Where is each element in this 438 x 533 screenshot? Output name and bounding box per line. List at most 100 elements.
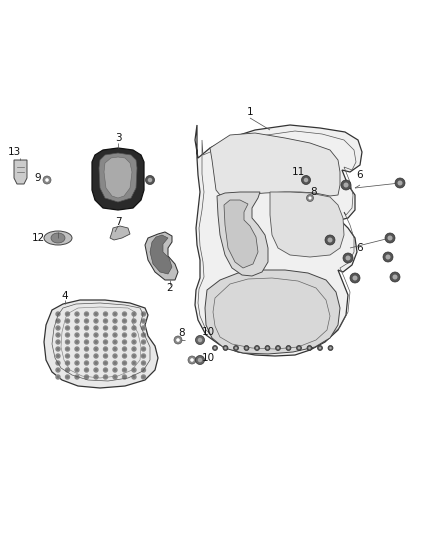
Circle shape <box>66 340 70 344</box>
Circle shape <box>254 345 259 351</box>
Polygon shape <box>205 270 340 354</box>
Circle shape <box>350 273 360 283</box>
Circle shape <box>277 347 279 349</box>
Circle shape <box>66 326 70 330</box>
Circle shape <box>94 375 98 379</box>
Circle shape <box>75 368 79 372</box>
Circle shape <box>298 347 300 349</box>
Text: 6: 6 <box>357 170 363 180</box>
Circle shape <box>265 345 270 351</box>
Circle shape <box>123 375 127 379</box>
Circle shape <box>66 375 70 379</box>
Circle shape <box>85 326 88 330</box>
Circle shape <box>66 368 70 372</box>
Circle shape <box>318 345 322 351</box>
Text: 10: 10 <box>201 353 215 363</box>
Circle shape <box>66 319 70 323</box>
Circle shape <box>123 347 127 351</box>
Circle shape <box>307 345 312 351</box>
Circle shape <box>75 312 79 316</box>
Circle shape <box>195 335 205 344</box>
Circle shape <box>56 361 60 365</box>
Polygon shape <box>150 235 172 274</box>
Circle shape <box>301 175 311 184</box>
Text: 6: 6 <box>357 243 363 253</box>
Circle shape <box>43 176 51 184</box>
Polygon shape <box>145 232 178 280</box>
Circle shape <box>75 340 79 344</box>
Polygon shape <box>210 133 340 196</box>
Circle shape <box>94 354 98 358</box>
Circle shape <box>325 235 335 245</box>
Ellipse shape <box>51 233 65 243</box>
Circle shape <box>113 326 117 330</box>
Text: 4: 4 <box>62 291 68 301</box>
Circle shape <box>245 347 248 349</box>
Circle shape <box>85 368 88 372</box>
Circle shape <box>103 340 107 344</box>
Circle shape <box>141 312 145 316</box>
Circle shape <box>198 338 202 342</box>
Circle shape <box>103 354 107 358</box>
Circle shape <box>244 345 249 351</box>
Circle shape <box>56 319 60 323</box>
Text: 2: 2 <box>167 283 173 293</box>
Circle shape <box>85 319 88 323</box>
Circle shape <box>198 358 202 362</box>
Circle shape <box>113 368 117 372</box>
Circle shape <box>392 274 398 279</box>
Circle shape <box>141 333 145 337</box>
Circle shape <box>148 177 152 182</box>
Circle shape <box>308 197 311 199</box>
Circle shape <box>56 368 60 372</box>
Text: 7: 7 <box>115 217 121 227</box>
Circle shape <box>103 312 107 316</box>
Circle shape <box>103 361 107 365</box>
Circle shape <box>103 347 107 351</box>
Circle shape <box>123 319 127 323</box>
Circle shape <box>66 347 70 351</box>
Circle shape <box>75 354 79 358</box>
Circle shape <box>346 255 350 261</box>
Circle shape <box>235 347 237 349</box>
Circle shape <box>85 340 88 344</box>
Circle shape <box>123 340 127 344</box>
Circle shape <box>141 368 145 372</box>
Circle shape <box>224 347 227 349</box>
Circle shape <box>85 347 88 351</box>
Circle shape <box>113 319 117 323</box>
Circle shape <box>195 356 205 365</box>
Circle shape <box>132 319 136 323</box>
Polygon shape <box>270 192 344 257</box>
Polygon shape <box>92 148 144 210</box>
Circle shape <box>141 354 145 358</box>
Circle shape <box>75 347 79 351</box>
Circle shape <box>56 333 60 337</box>
Text: 1: 1 <box>247 107 253 117</box>
Circle shape <box>353 276 357 280</box>
Circle shape <box>385 254 391 260</box>
Circle shape <box>123 312 127 316</box>
Text: 10: 10 <box>201 327 215 337</box>
Circle shape <box>287 347 290 349</box>
Circle shape <box>94 361 98 365</box>
Circle shape <box>297 345 301 351</box>
Circle shape <box>304 177 308 182</box>
Circle shape <box>113 312 117 316</box>
Circle shape <box>329 347 332 349</box>
Polygon shape <box>217 192 268 276</box>
Text: 8: 8 <box>311 187 317 197</box>
Circle shape <box>113 333 117 337</box>
Circle shape <box>85 312 88 316</box>
Circle shape <box>132 333 136 337</box>
Circle shape <box>341 180 351 190</box>
Circle shape <box>174 336 182 344</box>
Circle shape <box>103 319 107 323</box>
Circle shape <box>85 375 88 379</box>
Circle shape <box>141 347 145 351</box>
Circle shape <box>132 326 136 330</box>
Circle shape <box>94 340 98 344</box>
Circle shape <box>233 345 239 351</box>
Circle shape <box>343 253 353 263</box>
Circle shape <box>398 181 403 185</box>
